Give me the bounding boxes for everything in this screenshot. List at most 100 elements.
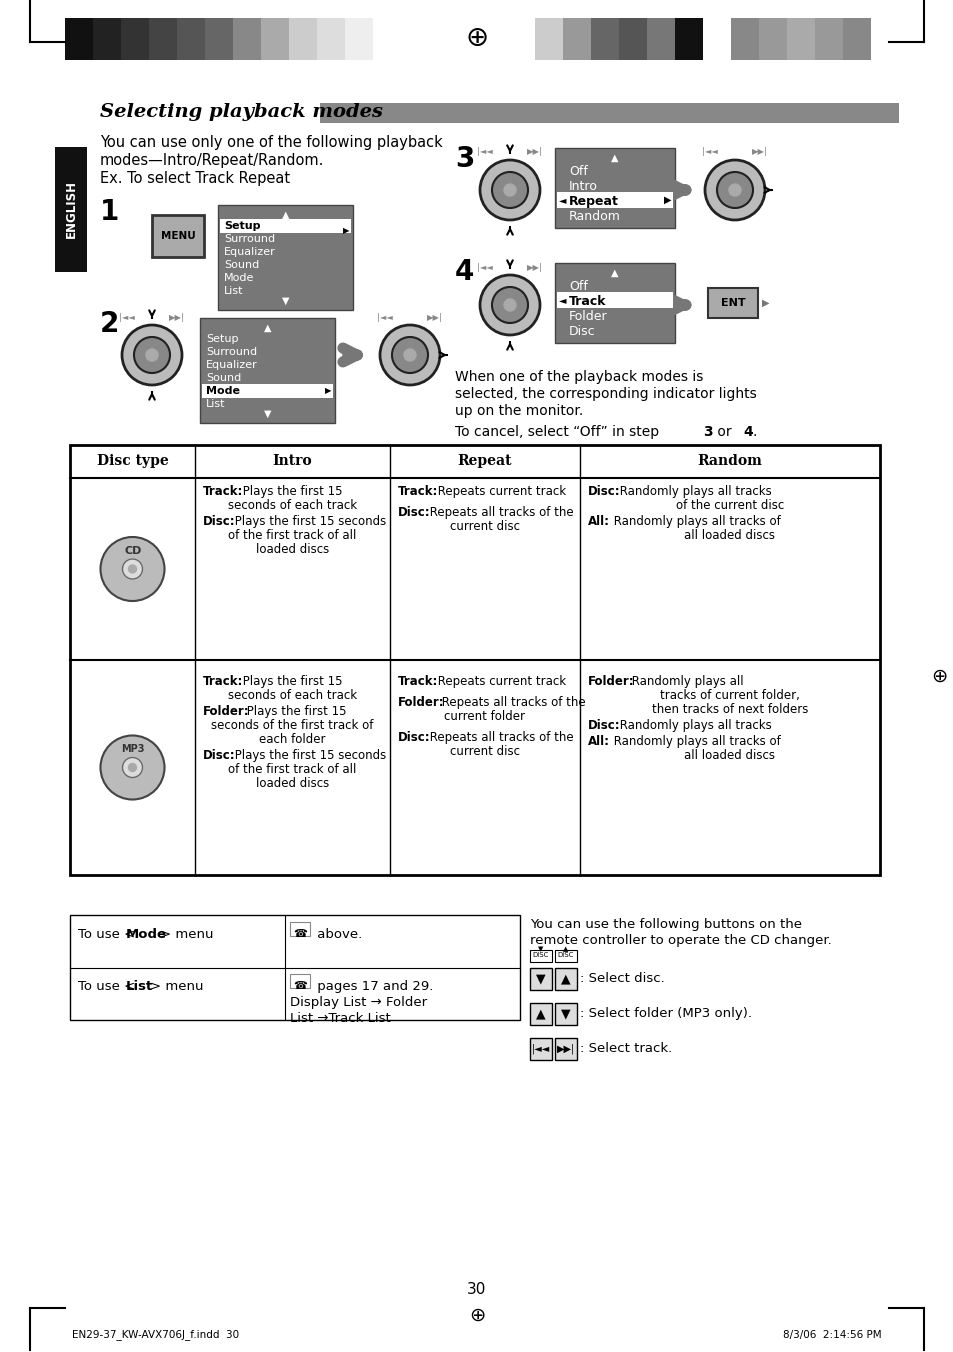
Text: 3: 3 bbox=[702, 425, 712, 439]
Circle shape bbox=[129, 764, 136, 772]
Bar bbox=[535, 18, 562, 59]
Text: Repeats all tracks of the: Repeats all tracks of the bbox=[426, 731, 573, 744]
Text: ☎: ☎ bbox=[293, 929, 307, 940]
Bar bbox=[557, 292, 672, 308]
Text: : Select track.: : Select track. bbox=[579, 1042, 672, 1056]
Text: Sound: Sound bbox=[224, 260, 259, 270]
Text: ▼: ▼ bbox=[263, 410, 271, 419]
Text: of the first track of all: of the first track of all bbox=[228, 763, 356, 776]
Text: each folder: each folder bbox=[259, 733, 325, 746]
Text: Ex. To select Track Repeat: Ex. To select Track Repeat bbox=[100, 170, 290, 187]
Bar bbox=[218, 206, 353, 310]
Text: ▶: ▶ bbox=[761, 297, 769, 308]
Bar bbox=[675, 18, 702, 59]
Text: |◄◄: |◄◄ bbox=[532, 1044, 550, 1055]
Text: loaded discs: loaded discs bbox=[255, 544, 329, 556]
Text: Plays the first 15: Plays the first 15 bbox=[243, 704, 346, 718]
Text: ▶▶|: ▶▶| bbox=[427, 312, 442, 322]
Text: Sound: Sound bbox=[206, 373, 241, 383]
Text: ☎: ☎ bbox=[293, 982, 307, 991]
Bar bbox=[590, 18, 618, 59]
Text: Mode: Mode bbox=[206, 387, 240, 396]
Bar bbox=[345, 18, 373, 59]
Text: Plays the first 15 seconds: Plays the first 15 seconds bbox=[231, 749, 386, 763]
Text: all loaded discs: all loaded discs bbox=[684, 749, 775, 763]
Text: EN29-37_KW-AVX706J_f.indd  30: EN29-37_KW-AVX706J_f.indd 30 bbox=[71, 1329, 239, 1340]
Circle shape bbox=[492, 172, 527, 208]
Text: Equalizer: Equalizer bbox=[224, 247, 275, 257]
Text: Intro: Intro bbox=[273, 454, 312, 468]
Text: ▶▶|: ▶▶| bbox=[526, 147, 542, 157]
Text: 4: 4 bbox=[742, 425, 752, 439]
Text: MENU: MENU bbox=[160, 231, 195, 241]
Bar bbox=[555, 264, 675, 343]
Bar bbox=[290, 973, 310, 988]
Text: ▶: ▶ bbox=[342, 226, 349, 235]
Bar bbox=[555, 147, 675, 228]
Circle shape bbox=[129, 565, 136, 573]
Bar bbox=[205, 18, 233, 59]
Text: ▶▶|: ▶▶| bbox=[169, 312, 185, 322]
Text: You can use the following buttons on the: You can use the following buttons on the bbox=[530, 918, 801, 932]
Text: Equalizer: Equalizer bbox=[206, 360, 257, 370]
Text: Repeat: Repeat bbox=[457, 454, 512, 468]
Text: : Select disc.: : Select disc. bbox=[579, 972, 664, 986]
Text: ▲: ▲ bbox=[560, 972, 570, 986]
Circle shape bbox=[704, 160, 764, 220]
Bar bbox=[555, 1038, 577, 1060]
Bar bbox=[149, 18, 177, 59]
Text: current disc: current disc bbox=[450, 745, 519, 758]
Text: To use <: To use < bbox=[78, 980, 135, 992]
Text: |◄◄: |◄◄ bbox=[476, 147, 493, 157]
Text: ▶: ▶ bbox=[662, 195, 670, 206]
Text: of the current disc: of the current disc bbox=[675, 499, 783, 512]
Text: ENT: ENT bbox=[720, 297, 744, 308]
Text: List: List bbox=[126, 980, 153, 992]
Text: To cancel, select “Off” in step: To cancel, select “Off” in step bbox=[455, 425, 662, 439]
Text: Track:: Track: bbox=[397, 675, 438, 688]
Text: Random: Random bbox=[697, 454, 761, 468]
Bar bbox=[530, 1003, 552, 1025]
Text: ▲: ▲ bbox=[611, 153, 618, 164]
Text: ENGLISH: ENGLISH bbox=[65, 181, 77, 238]
Bar bbox=[530, 1038, 552, 1060]
Bar bbox=[92, 18, 121, 59]
Bar bbox=[70, 445, 879, 875]
Text: When one of the playback modes is: When one of the playback modes is bbox=[455, 370, 702, 384]
Text: Disc type: Disc type bbox=[96, 454, 168, 468]
Text: ▶▶|: ▶▶| bbox=[751, 147, 767, 157]
Text: ◄: ◄ bbox=[558, 195, 566, 206]
Text: ▲: ▲ bbox=[562, 946, 568, 952]
Circle shape bbox=[717, 172, 752, 208]
Bar bbox=[759, 18, 786, 59]
Text: current disc: current disc bbox=[450, 521, 519, 533]
Text: 3: 3 bbox=[455, 145, 474, 173]
Text: Repeats all tracks of the: Repeats all tracks of the bbox=[426, 506, 573, 519]
Text: Mode: Mode bbox=[126, 927, 167, 941]
Text: seconds of each track: seconds of each track bbox=[228, 499, 356, 512]
Bar bbox=[55, 147, 87, 272]
Text: Disc:: Disc: bbox=[587, 719, 620, 731]
Text: All:: All: bbox=[587, 735, 609, 748]
Text: |◄◄: |◄◄ bbox=[476, 262, 493, 272]
Text: ▼: ▼ bbox=[537, 946, 543, 952]
Text: Folder:: Folder: bbox=[587, 675, 634, 688]
Text: Surround: Surround bbox=[206, 347, 257, 357]
Text: |◄◄: |◄◄ bbox=[701, 147, 718, 157]
Text: ▲: ▲ bbox=[263, 323, 271, 333]
Circle shape bbox=[100, 735, 164, 799]
Text: List →Track List: List →Track List bbox=[290, 1013, 391, 1025]
Text: up on the monitor.: up on the monitor. bbox=[455, 404, 582, 418]
Text: Plays the first 15: Plays the first 15 bbox=[239, 485, 342, 498]
Bar bbox=[842, 18, 870, 59]
Text: pages 17 and 29.: pages 17 and 29. bbox=[313, 980, 433, 992]
Text: .: . bbox=[752, 425, 757, 439]
Text: Disc:: Disc: bbox=[397, 731, 430, 744]
Circle shape bbox=[122, 324, 182, 385]
Text: loaded discs: loaded discs bbox=[255, 777, 329, 790]
Text: Repeats all tracks of the: Repeats all tracks of the bbox=[437, 696, 585, 708]
Bar bbox=[555, 968, 577, 990]
Text: Setup: Setup bbox=[224, 220, 260, 231]
Bar bbox=[646, 18, 675, 59]
Bar bbox=[261, 18, 289, 59]
